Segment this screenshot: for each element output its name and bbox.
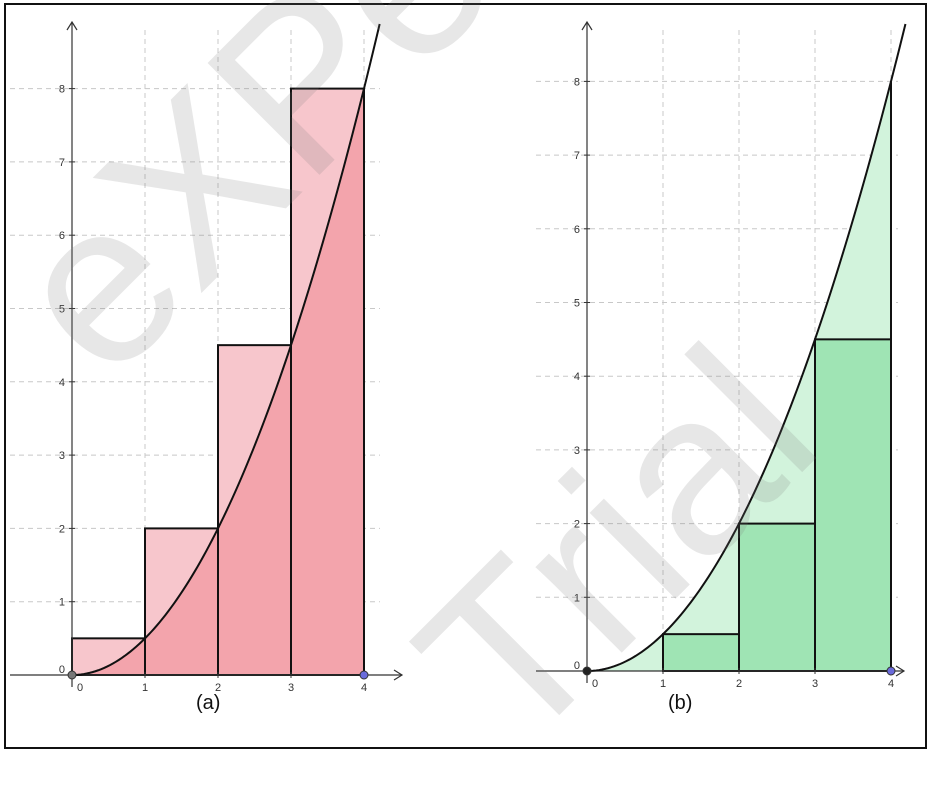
y-tick-label-2: 2 bbox=[59, 523, 65, 535]
x-tick-label-3: 3 bbox=[812, 678, 818, 690]
y-tick-label-0: 0 bbox=[574, 660, 580, 672]
x-tick-label-4: 4 bbox=[361, 682, 367, 694]
x-tick-label-1: 1 bbox=[660, 678, 666, 690]
lower-rect-fill-3 bbox=[815, 339, 891, 671]
x-axis-arrow bbox=[393, 669, 404, 681]
x-tick-label-4: 4 bbox=[888, 678, 894, 690]
y-tick-label-0: 0 bbox=[59, 664, 65, 676]
y-tick-label-1: 1 bbox=[59, 597, 65, 609]
point-x4 bbox=[886, 666, 896, 676]
y-tick-label-2: 2 bbox=[574, 519, 580, 531]
y-axis-arrow bbox=[66, 20, 78, 31]
lower-rect-fill-2 bbox=[739, 523, 815, 671]
y-tick-label-3: 3 bbox=[59, 450, 65, 462]
curve-x-squared-half bbox=[586, 23, 907, 672]
panel-label-a: (a) bbox=[196, 692, 221, 714]
y-tick-label-3: 3 bbox=[574, 445, 580, 457]
x-tick-label-3: 3 bbox=[288, 682, 294, 694]
y-tick-label-8: 8 bbox=[574, 76, 580, 88]
y-tick-label-8: 8 bbox=[59, 84, 65, 96]
x-tick-label-2: 2 bbox=[736, 678, 742, 690]
y-tick-label-7: 7 bbox=[59, 157, 65, 169]
x-tick-label-0: 0 bbox=[77, 682, 83, 694]
x-tick-label-0: 0 bbox=[592, 678, 598, 690]
y-tick-label-7: 7 bbox=[574, 150, 580, 162]
y-axis-arrow bbox=[581, 20, 593, 31]
chart-a-upper-sum: 0 1 2 3 4 0 1 2 3 4 5 6 7 8 bbox=[10, 20, 404, 694]
y-tick-label-1: 1 bbox=[574, 592, 580, 604]
y-tick-label-4: 4 bbox=[59, 377, 65, 389]
y-tick-label-6: 6 bbox=[59, 230, 65, 242]
curve-x-squared-half bbox=[71, 23, 381, 676]
panel-label-b: (b) bbox=[668, 692, 693, 714]
y-tick-label-6: 6 bbox=[574, 224, 580, 236]
lower-rect-fill-1 bbox=[663, 634, 739, 671]
y-tick-label-5: 5 bbox=[574, 298, 580, 310]
point-x4 bbox=[359, 670, 369, 680]
point-origin bbox=[582, 666, 592, 676]
point-origin bbox=[67, 670, 77, 680]
chart-b-lower-sum: 0 1 2 3 4 0 1 2 3 4 5 6 7 8 bbox=[536, 20, 907, 690]
figure-border bbox=[4, 3, 927, 749]
y-tick-label-5: 5 bbox=[59, 304, 65, 316]
y-tick-label-4: 4 bbox=[574, 371, 580, 383]
x-axis-arrow bbox=[895, 665, 906, 677]
x-tick-label-1: 1 bbox=[142, 682, 148, 694]
x-tick-label-2: 2 bbox=[215, 682, 221, 694]
